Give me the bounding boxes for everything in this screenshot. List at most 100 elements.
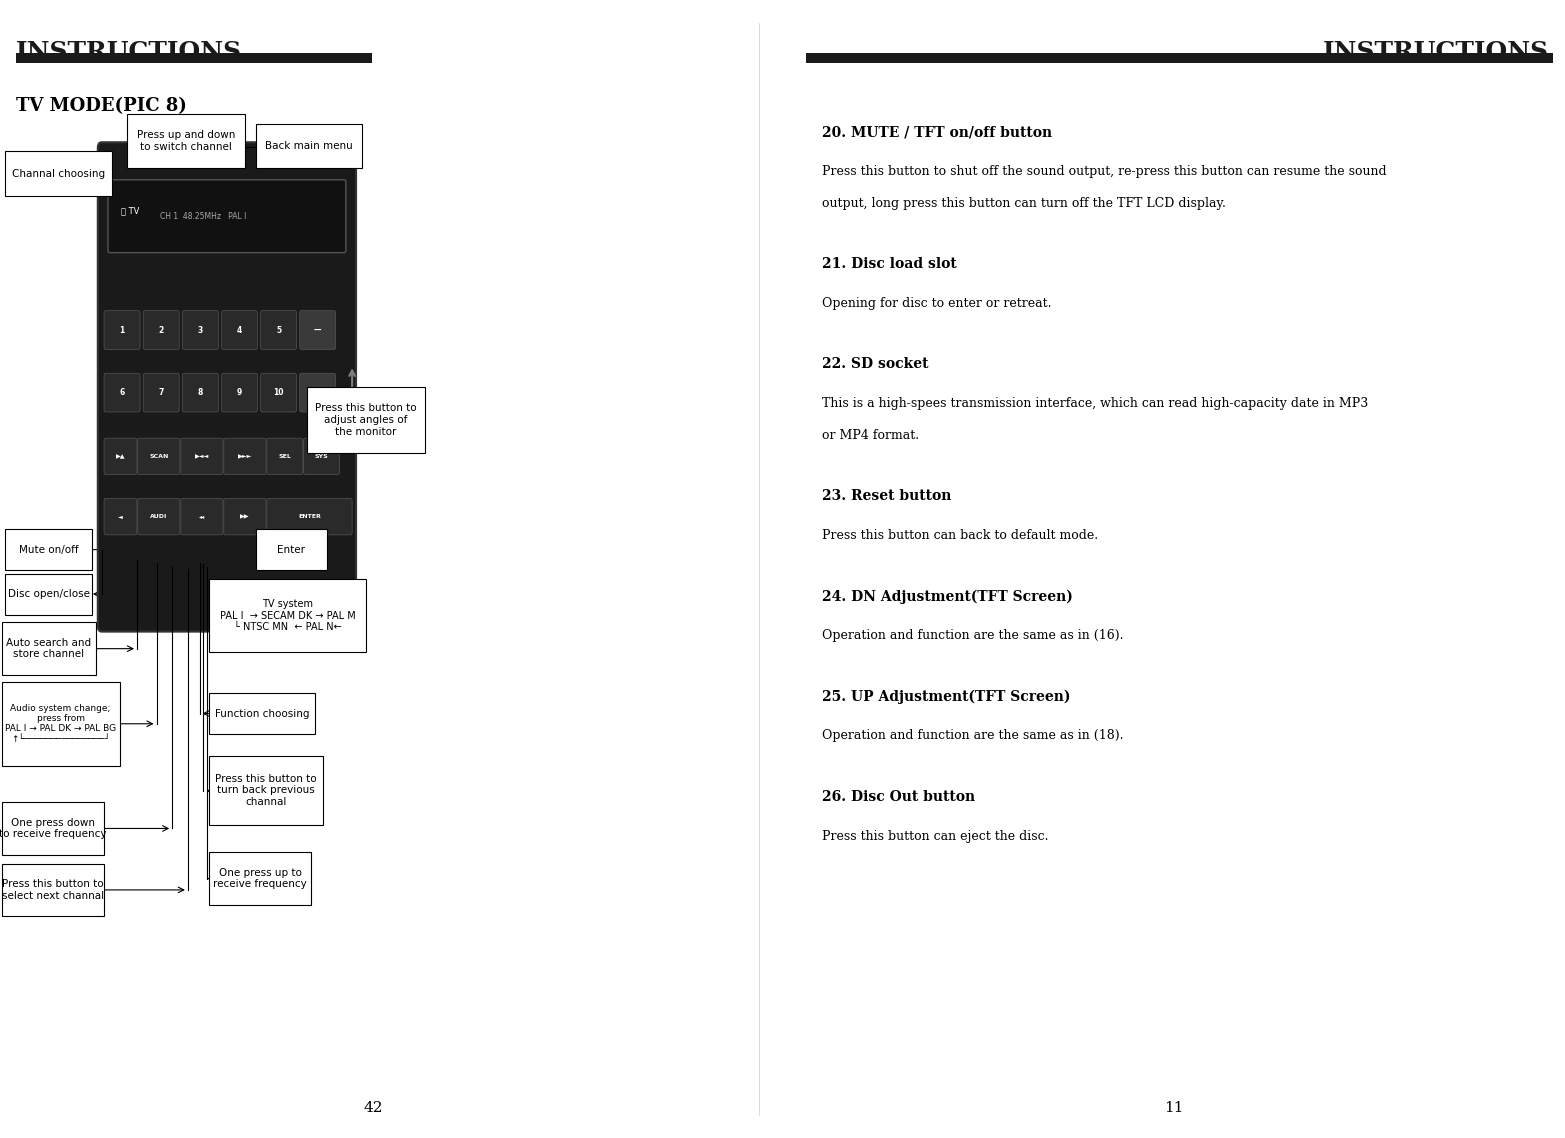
Text: Opening for disc to enter or retreat.: Opening for disc to enter or retreat. [822, 297, 1052, 310]
FancyBboxPatch shape [257, 529, 327, 570]
Text: AUDI: AUDI [150, 514, 167, 519]
FancyBboxPatch shape [307, 387, 426, 453]
Text: 2: 2 [158, 325, 164, 335]
FancyBboxPatch shape [210, 852, 311, 905]
FancyBboxPatch shape [6, 151, 113, 196]
Text: Press this button to
turn back previous
channal: Press this button to turn back previous … [216, 774, 316, 807]
FancyBboxPatch shape [103, 373, 141, 412]
FancyBboxPatch shape [260, 373, 297, 412]
FancyBboxPatch shape [138, 498, 180, 535]
FancyBboxPatch shape [300, 311, 335, 349]
Text: SCAN: SCAN [149, 454, 169, 459]
FancyBboxPatch shape [2, 802, 103, 855]
Text: ▶►►: ▶►► [238, 454, 252, 459]
Text: Operation and function are the same as in (16).: Operation and function are the same as i… [822, 629, 1124, 642]
FancyBboxPatch shape [182, 498, 222, 535]
FancyBboxPatch shape [260, 311, 297, 349]
Text: 3: 3 [197, 325, 203, 335]
FancyBboxPatch shape [2, 682, 119, 766]
FancyBboxPatch shape [183, 311, 219, 349]
Text: 4: 4 [236, 325, 243, 335]
Text: 23. Reset button: 23. Reset button [822, 489, 952, 503]
FancyBboxPatch shape [257, 124, 363, 168]
FancyBboxPatch shape [266, 498, 352, 535]
Text: ◄: ◄ [117, 514, 124, 519]
FancyBboxPatch shape [183, 373, 219, 412]
Text: Enter: Enter [277, 545, 305, 554]
Text: Press this button can back to default mode.: Press this button can back to default mo… [822, 529, 1097, 542]
Text: ▶▲: ▶▲ [116, 454, 125, 459]
FancyBboxPatch shape [210, 693, 316, 734]
FancyBboxPatch shape [210, 756, 324, 825]
Text: Press this button to
select next channal: Press this button to select next channal [2, 880, 103, 900]
FancyBboxPatch shape [222, 311, 257, 349]
Text: SYS: SYS [315, 454, 329, 459]
Text: Back main menu: Back main menu [264, 141, 354, 151]
Text: 42: 42 [365, 1102, 383, 1115]
FancyBboxPatch shape [97, 142, 357, 632]
Text: One press up to
receive frequency: One press up to receive frequency [213, 868, 307, 889]
FancyBboxPatch shape [103, 438, 138, 475]
Text: ▶◄◄: ▶◄◄ [194, 454, 210, 459]
Text: 10: 10 [274, 388, 283, 397]
FancyBboxPatch shape [144, 373, 178, 412]
Text: 26. Disc Out button: 26. Disc Out button [822, 790, 975, 803]
Text: ▶▶: ▶▶ [239, 514, 250, 519]
Text: Operation and function are the same as in (18).: Operation and function are the same as i… [822, 729, 1124, 742]
FancyBboxPatch shape [2, 622, 97, 675]
Text: Press this button to shut off the sound output, re-press this button can resume : Press this button to shut off the sound … [822, 165, 1387, 178]
FancyBboxPatch shape [127, 114, 244, 168]
FancyBboxPatch shape [16, 53, 372, 63]
Text: 24. DN Adjustment(TFT Screen): 24. DN Adjustment(TFT Screen) [822, 589, 1072, 604]
FancyBboxPatch shape [138, 438, 180, 475]
Text: Audio system change;
press from
PAL I → PAL DK → PAL BG
↑└───────────────┘: Audio system change; press from PAL I → … [5, 703, 116, 744]
Text: 5: 5 [275, 325, 282, 335]
FancyBboxPatch shape [144, 311, 178, 349]
Text: or MP4 format.: or MP4 format. [822, 429, 919, 442]
FancyBboxPatch shape [103, 311, 141, 349]
Text: +: + [315, 388, 321, 397]
FancyBboxPatch shape [108, 180, 346, 253]
Text: ◂◂: ◂◂ [199, 514, 205, 519]
FancyBboxPatch shape [2, 864, 103, 916]
Text: ⎕ TV: ⎕ TV [122, 206, 139, 215]
FancyBboxPatch shape [224, 438, 266, 475]
Text: 6: 6 [119, 388, 125, 397]
Text: CH 1  48.25MHz   PAL I: CH 1 48.25MHz PAL I [160, 212, 247, 221]
Text: 11: 11 [1164, 1102, 1183, 1115]
FancyBboxPatch shape [6, 574, 92, 615]
Text: Press up and down
to switch channel: Press up and down to switch channel [136, 131, 235, 151]
Text: One press down
to receive frequency: One press down to receive frequency [0, 818, 106, 839]
Text: Channal choosing: Channal choosing [13, 168, 105, 179]
FancyBboxPatch shape [6, 529, 92, 570]
FancyBboxPatch shape [182, 438, 222, 475]
Text: Press this button can eject the disc.: Press this button can eject the disc. [822, 830, 1049, 842]
Text: 8: 8 [197, 388, 203, 397]
FancyBboxPatch shape [266, 438, 304, 475]
Text: —: — [315, 325, 321, 335]
FancyBboxPatch shape [300, 373, 335, 412]
FancyBboxPatch shape [304, 438, 340, 475]
Text: This is a high-spees transmission interface, which can read high-capacity date i: This is a high-spees transmission interf… [822, 397, 1368, 410]
Text: 21. Disc load slot: 21. Disc load slot [822, 257, 956, 271]
Text: 22. SD socket: 22. SD socket [822, 357, 928, 371]
Text: Function choosing: Function choosing [214, 709, 310, 718]
Text: 7: 7 [158, 388, 164, 397]
Text: INSTRUCTIONS: INSTRUCTIONS [1324, 40, 1549, 64]
FancyBboxPatch shape [210, 579, 366, 652]
Text: output, long press this button can turn off the TFT LCD display.: output, long press this button can turn … [822, 197, 1225, 209]
Text: Auto search and
store channel: Auto search and store channel [6, 638, 91, 659]
Text: SEL: SEL [279, 454, 291, 459]
Text: ENTER: ENTER [297, 514, 321, 519]
Text: INSTRUCTIONS: INSTRUCTIONS [16, 40, 241, 64]
FancyBboxPatch shape [103, 498, 138, 535]
Text: Disc open/close: Disc open/close [8, 589, 89, 599]
Text: Mute on/off: Mute on/off [19, 545, 78, 554]
Text: 1: 1 [119, 325, 125, 335]
Text: 25. UP Adjustment(TFT Screen): 25. UP Adjustment(TFT Screen) [822, 690, 1070, 704]
Text: 9: 9 [236, 388, 243, 397]
FancyBboxPatch shape [222, 373, 257, 412]
Text: TV MODE(PIC 8): TV MODE(PIC 8) [16, 97, 186, 115]
FancyBboxPatch shape [224, 498, 266, 535]
FancyBboxPatch shape [806, 53, 1552, 63]
